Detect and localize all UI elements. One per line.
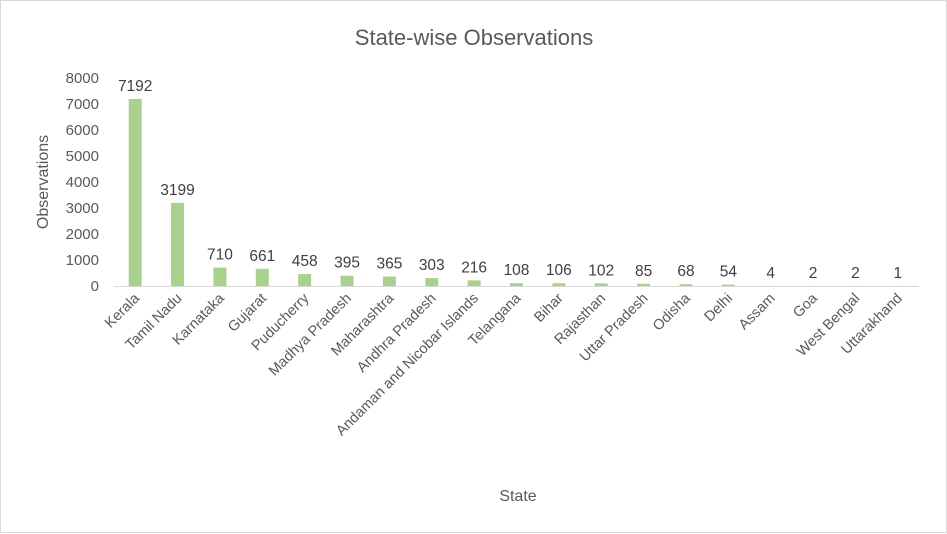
bar xyxy=(679,284,692,286)
y-tick-label: 8000 xyxy=(66,70,99,87)
y-axis-title: Observations xyxy=(35,135,52,229)
y-axis-ticks: 0 1000 2000 3000 4000 5000 6000 7000 8000 xyxy=(66,70,99,295)
category-label: Goa xyxy=(790,290,821,321)
y-tick-label: 7000 xyxy=(66,96,99,113)
y-tick-label: 3000 xyxy=(66,200,99,217)
category-label: Assam xyxy=(736,291,779,334)
bars xyxy=(129,99,905,286)
data-label: 1 xyxy=(894,265,903,282)
bar xyxy=(722,285,735,286)
y-tick-label: 6000 xyxy=(66,122,99,139)
data-label: 68 xyxy=(677,263,694,280)
data-label: 365 xyxy=(376,256,402,273)
bar xyxy=(425,278,438,286)
category-label: Delhi xyxy=(701,291,736,326)
data-label: 85 xyxy=(635,263,652,280)
bar xyxy=(595,283,608,286)
y-tick-label: 1000 xyxy=(66,252,99,269)
data-label: 102 xyxy=(588,262,614,279)
data-label: 54 xyxy=(720,264,738,281)
bar xyxy=(298,274,311,286)
category-label: Kerala xyxy=(102,290,144,332)
data-labels: 7192 3199 710 661 458 395 365 303 216 108 106 102 85… xyxy=(118,78,902,282)
data-label: 106 xyxy=(546,262,572,279)
bar xyxy=(256,269,269,286)
bar xyxy=(341,276,354,286)
data-label: 710 xyxy=(207,247,233,264)
category-label: Odisha xyxy=(650,290,694,334)
data-label: 216 xyxy=(461,259,487,276)
y-tick-label: 2000 xyxy=(66,226,99,243)
bar xyxy=(383,277,396,286)
bar xyxy=(171,203,184,286)
y-tick-label: 0 xyxy=(91,278,99,295)
category-label: Bihar xyxy=(531,290,566,325)
y-tick-label: 5000 xyxy=(66,148,99,165)
data-label: 108 xyxy=(504,262,530,279)
data-label: 303 xyxy=(419,257,445,274)
y-tick-label: 4000 xyxy=(66,174,99,191)
bar xyxy=(552,283,565,286)
data-label: 3199 xyxy=(160,182,194,199)
bar xyxy=(213,268,226,286)
data-label: 4 xyxy=(766,265,775,282)
data-label: 2 xyxy=(851,265,860,282)
bar xyxy=(637,284,650,286)
data-label: 7192 xyxy=(118,78,152,95)
data-label: 458 xyxy=(292,253,318,270)
data-label: 661 xyxy=(249,248,275,265)
bar xyxy=(510,283,523,286)
chart-title: State-wise Observations xyxy=(355,25,593,50)
bar xyxy=(468,280,481,286)
data-label: 395 xyxy=(334,255,360,272)
x-axis-title: State xyxy=(499,488,536,505)
data-label: 2 xyxy=(809,265,818,282)
bar xyxy=(129,99,142,286)
